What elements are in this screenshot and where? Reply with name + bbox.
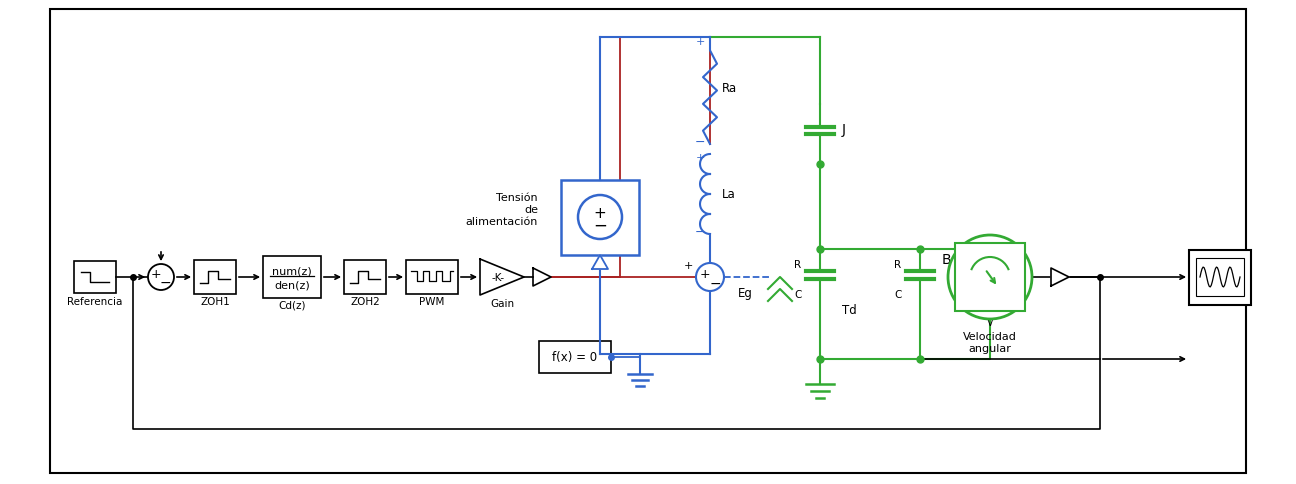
Circle shape	[696, 263, 724, 291]
Text: Gain: Gain	[490, 298, 515, 308]
Bar	[561, 180, 639, 255]
Text: R: R	[986, 307, 994, 318]
Text: J: J	[842, 123, 846, 136]
Text: num(z): num(z)	[272, 267, 312, 276]
Text: Tensión
de
alimentación: Tensión de alimentación	[465, 193, 538, 226]
Polygon shape	[769, 277, 792, 302]
Text: −: −	[695, 225, 705, 238]
Text: Velocidad
angular: Velocidad angular	[963, 332, 1017, 353]
Polygon shape	[533, 269, 551, 287]
Bar	[406, 260, 457, 294]
Bar	[1188, 250, 1251, 305]
Text: Cd(z): Cd(z)	[279, 301, 306, 310]
Text: ZOH1: ZOH1	[200, 296, 229, 306]
Text: den(z): den(z)	[275, 280, 310, 290]
Bar	[955, 243, 1025, 311]
Text: −: −	[159, 275, 171, 289]
Text: C: C	[956, 272, 963, 283]
Text: Eg: Eg	[737, 286, 753, 299]
Text: f(x) = 0: f(x) = 0	[552, 351, 597, 364]
Text: +: +	[150, 268, 161, 281]
Bar	[539, 341, 610, 373]
Text: C: C	[894, 289, 902, 300]
Text: −: −	[695, 135, 705, 148]
Text: Ra: Ra	[722, 81, 737, 94]
Bar	[74, 261, 117, 293]
Polygon shape	[592, 256, 608, 270]
Text: +: +	[696, 152, 705, 163]
Polygon shape	[1051, 269, 1069, 287]
Text: +: +	[683, 260, 692, 271]
Text: V: V	[986, 318, 993, 327]
Text: A: A	[1016, 272, 1024, 283]
Text: W: W	[985, 242, 995, 253]
Circle shape	[578, 196, 622, 240]
Text: ZOH2: ZOH2	[350, 296, 380, 306]
Circle shape	[947, 236, 1032, 319]
Bar	[1196, 258, 1244, 296]
Text: +: +	[696, 37, 705, 47]
Text: +: +	[700, 267, 710, 280]
Bar	[263, 257, 321, 298]
Text: B: B	[942, 253, 951, 267]
Polygon shape	[480, 259, 524, 295]
Text: R: R	[894, 259, 902, 270]
Text: +: +	[594, 205, 607, 220]
Text: PWM: PWM	[420, 296, 445, 306]
Text: -K-: -K-	[491, 272, 504, 283]
Bar	[343, 260, 386, 294]
Text: Td: Td	[842, 303, 857, 316]
Bar	[194, 260, 236, 294]
Text: Referencia: Referencia	[67, 296, 123, 306]
Text: C: C	[794, 289, 802, 300]
Text: La: La	[722, 188, 736, 201]
Text: R: R	[794, 259, 801, 270]
Text: −: −	[594, 216, 607, 235]
Circle shape	[148, 264, 174, 290]
Text: −: −	[709, 276, 721, 290]
